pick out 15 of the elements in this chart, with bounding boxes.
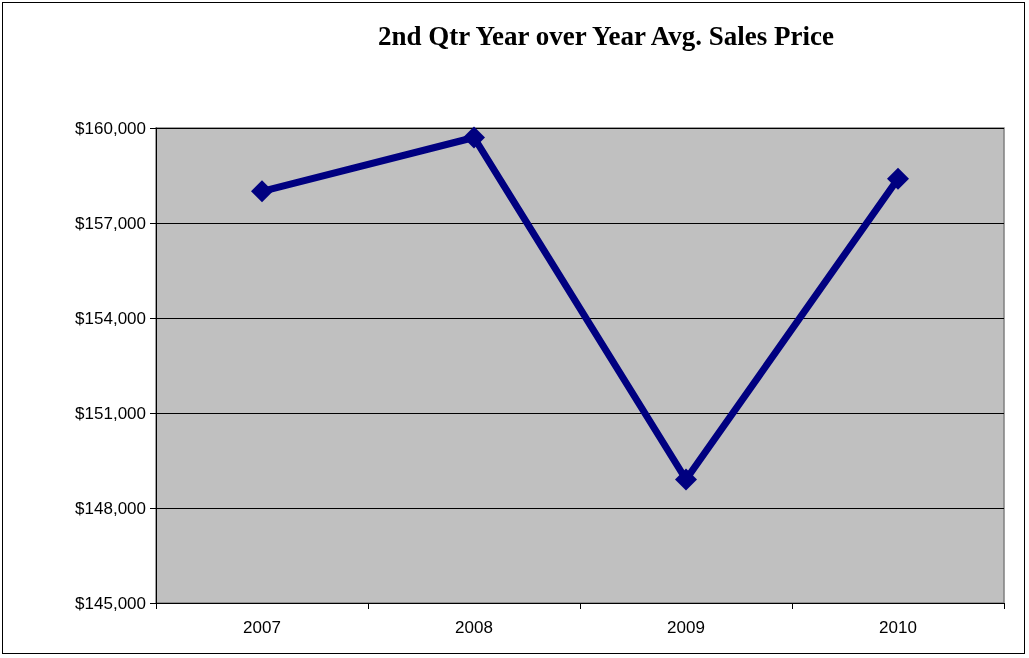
y-tick-label: $151,000 <box>75 403 146 423</box>
x-tick-label: 2009 <box>667 618 705 637</box>
y-tick-label: $154,000 <box>75 308 146 328</box>
point <box>251 180 273 203</box>
x-tick-label: 2010 <box>879 618 917 637</box>
x-tick-label: 2008 <box>455 618 493 637</box>
y-tick-label: $157,000 <box>75 213 146 233</box>
y-tick-label: $145,000 <box>75 593 146 613</box>
chart-title: 2nd Qtr Year over Year Avg. Sales Price <box>378 20 834 51</box>
y-tick-label: $148,000 <box>75 498 146 518</box>
y-tick-label: $160,000 <box>75 118 146 138</box>
point <box>675 468 697 491</box>
x-tick-label: 2007 <box>243 618 281 637</box>
point <box>463 126 485 149</box>
point <box>887 167 909 190</box>
